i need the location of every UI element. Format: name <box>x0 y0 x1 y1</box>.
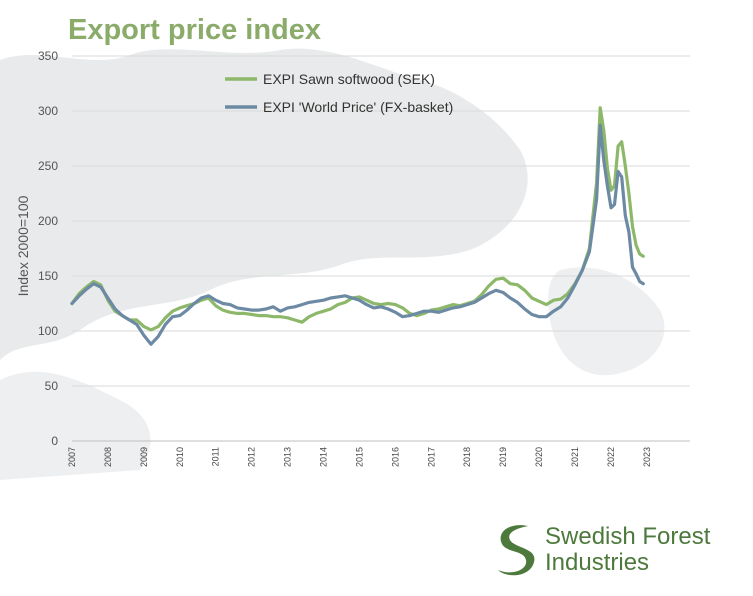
x-tick-label: 2019 <box>498 447 508 467</box>
y-tick-label: 350 <box>38 49 58 63</box>
x-tick-label: 2009 <box>139 447 149 467</box>
x-tick-label: 2011 <box>211 447 221 466</box>
x-tick-label: 2016 <box>390 447 400 467</box>
y-tick-label: 300 <box>38 104 58 118</box>
y-tick-label: 50 <box>45 379 59 393</box>
x-tick-label: 2007 <box>67 447 77 467</box>
y-tick-label: 250 <box>38 159 58 173</box>
x-tick-label: 2022 <box>606 447 616 467</box>
x-tick-label: 2012 <box>247 447 257 467</box>
y-tick-label: 150 <box>38 269 58 283</box>
x-tick-label: 2008 <box>103 447 113 467</box>
x-tick-label: 2010 <box>175 447 185 467</box>
world-map-background <box>0 48 665 480</box>
chart-title: Export price index <box>68 14 322 46</box>
y-tick-label: 0 <box>51 434 58 448</box>
series-line-1 <box>70 106 645 332</box>
logo-line-1: Swedish Forest <box>545 523 711 550</box>
x-tick-label: 2018 <box>462 447 472 467</box>
y-tick-label: 200 <box>38 214 58 228</box>
swedish-forest-industries-logo: Swedish Forest Industries <box>490 520 740 584</box>
x-tick-label: 2015 <box>354 447 364 467</box>
x-tick-label: 2017 <box>426 447 436 467</box>
series-line-2 <box>70 123 645 346</box>
legend-label-2: EXPI 'World Price' (FX-basket) <box>263 99 453 115</box>
s-leaf-logo-icon <box>498 525 535 576</box>
x-tick-label: 2021 <box>570 447 580 467</box>
logo-line-2: Industries <box>545 549 650 576</box>
x-tick-label: 2020 <box>534 447 544 467</box>
x-tick-label: 2023 <box>642 447 652 467</box>
x-tick-label: 2013 <box>283 447 293 467</box>
y-tick-label: 100 <box>38 324 58 338</box>
legend-label-1: EXPI Sawn softwood (SEK) <box>263 71 435 87</box>
x-tick-label: 2014 <box>319 447 329 467</box>
